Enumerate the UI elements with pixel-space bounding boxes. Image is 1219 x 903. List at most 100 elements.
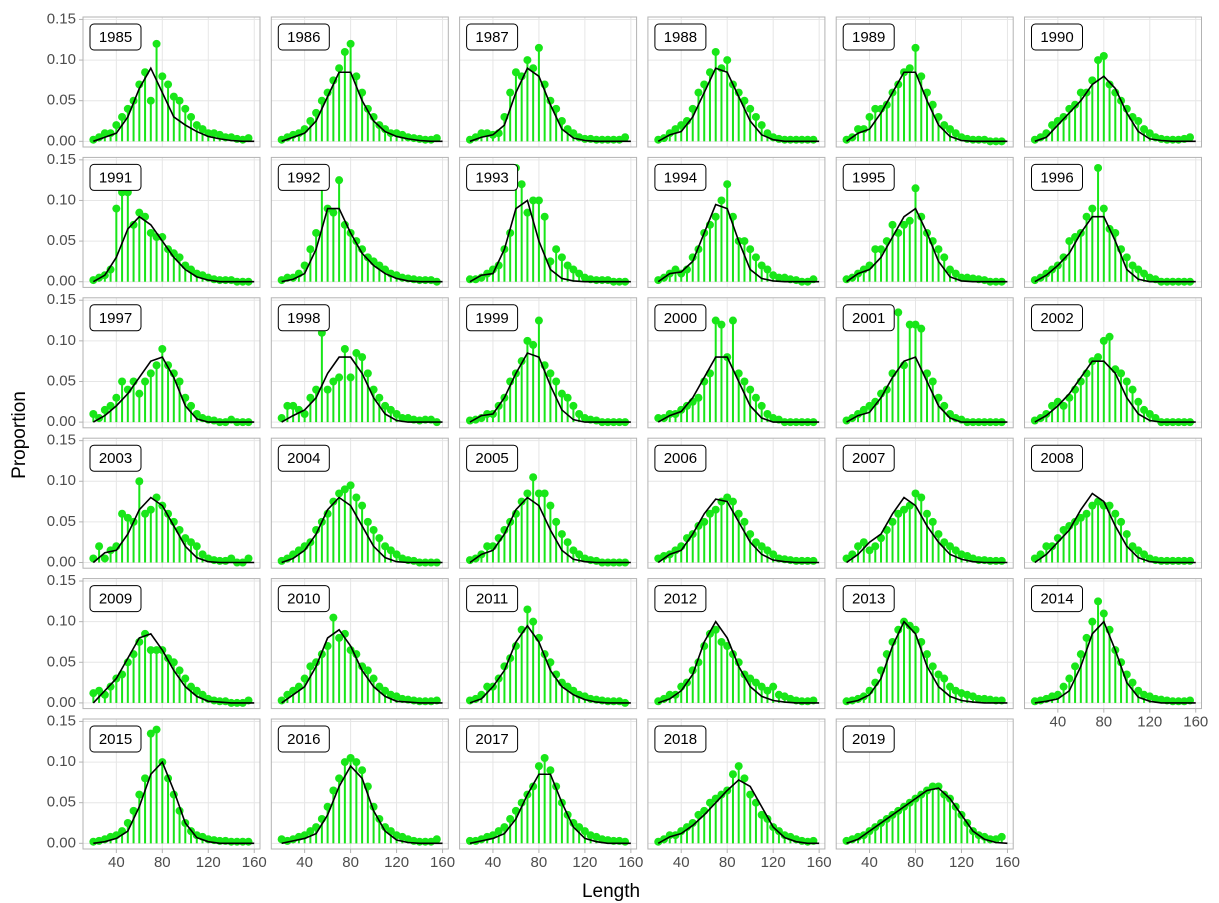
panel-label-box (654, 304, 707, 332)
panel: 2002 (1024, 297, 1202, 429)
point (358, 766, 367, 775)
y-tick-label: 0.10 (47, 753, 76, 770)
panel-label-box (842, 444, 895, 472)
point (751, 538, 760, 547)
y-tick-label: 0.05 (47, 232, 76, 249)
point (928, 377, 937, 386)
point (1094, 353, 1103, 362)
point (934, 393, 943, 402)
point (1140, 550, 1149, 559)
fit-line (846, 620, 1008, 704)
point (900, 505, 909, 514)
point (369, 674, 378, 683)
point (483, 542, 492, 551)
panel-label-box (277, 23, 330, 51)
point (363, 666, 372, 675)
point (198, 690, 207, 699)
point (951, 269, 960, 278)
point (728, 770, 737, 779)
panel-label-box (842, 725, 895, 753)
point (940, 674, 949, 683)
point (552, 104, 561, 113)
panel-label-box (1031, 163, 1083, 191)
panel-border (647, 297, 826, 429)
panel-label: 2017 (475, 731, 508, 748)
panel-label-box (1031, 585, 1083, 613)
point (306, 393, 315, 402)
point (523, 336, 532, 345)
point (728, 316, 737, 325)
point (723, 56, 732, 65)
x-tick-label: 160 (618, 854, 643, 871)
panel: 1999 (459, 297, 638, 429)
point (158, 72, 167, 81)
panel-border (270, 718, 449, 850)
panel-label: 2004 (287, 450, 320, 467)
panel-label: 2006 (664, 450, 697, 467)
y-tick-label: 0.15 (47, 291, 76, 308)
point (300, 261, 309, 270)
point (945, 125, 954, 134)
point (854, 125, 863, 134)
point (141, 509, 150, 518)
point (763, 129, 772, 138)
point (1076, 513, 1085, 522)
point (940, 401, 949, 410)
panel-border (647, 578, 826, 710)
panel-label-box (842, 163, 895, 191)
point (1071, 100, 1080, 109)
point (340, 485, 349, 494)
y-tick-label: 0.00 (47, 834, 76, 851)
point (534, 316, 543, 325)
point (763, 546, 772, 555)
point (871, 542, 880, 551)
panel: 2018 40 80 120 160 (647, 718, 832, 871)
panel-border (82, 718, 261, 850)
point (381, 686, 390, 695)
point (369, 385, 378, 394)
point (112, 121, 121, 130)
point (552, 517, 561, 526)
point (118, 509, 127, 518)
fit-line (93, 760, 255, 845)
point (146, 96, 155, 105)
panel-border (1024, 437, 1202, 569)
point (100, 405, 109, 414)
point (688, 819, 697, 827)
panel-label-box (277, 725, 330, 753)
point (940, 538, 949, 547)
point (1128, 678, 1137, 687)
point (534, 762, 543, 771)
x-tick-label: 80 (531, 854, 548, 871)
panel-label-box (842, 585, 895, 613)
panel-border (1024, 578, 1202, 710)
y-tick-label: 0.10 (47, 472, 76, 489)
y-tick-label: 0.00 (47, 553, 76, 570)
point (905, 216, 914, 225)
point (306, 827, 315, 836)
point (546, 766, 555, 775)
point (569, 129, 578, 138)
panel: 1988 (647, 16, 826, 148)
point (711, 212, 720, 221)
point (1186, 133, 1195, 142)
panel-label-box (1031, 304, 1083, 332)
point (575, 823, 584, 832)
point (381, 125, 390, 134)
point (335, 64, 344, 73)
x-tick-label: 160 (430, 854, 455, 871)
point (705, 509, 714, 518)
point (363, 517, 372, 526)
point (1048, 542, 1057, 551)
point (540, 489, 549, 498)
panel-label: 2001 (852, 310, 885, 327)
panel-label-box (89, 304, 142, 332)
fit-line (469, 624, 631, 704)
x-tick-label: 80 (154, 854, 171, 871)
panel-label: 1985 (99, 29, 132, 46)
panel-border (459, 156, 638, 288)
y-tick-label: 0.05 (47, 513, 76, 530)
point (751, 678, 760, 687)
point (865, 546, 874, 555)
